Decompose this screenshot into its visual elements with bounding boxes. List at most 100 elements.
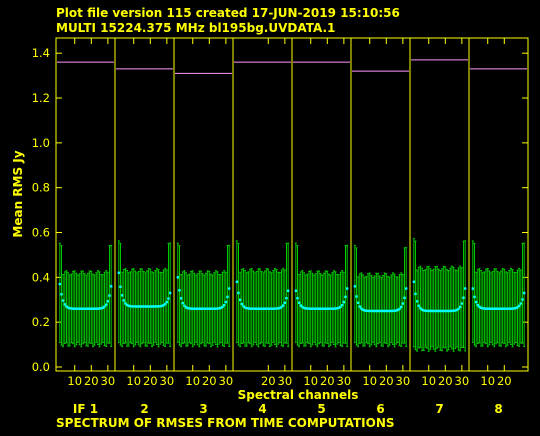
rms-point <box>95 307 98 310</box>
rms-point <box>198 307 201 310</box>
rms-point <box>504 307 508 310</box>
rms-point <box>294 289 298 292</box>
rms-point <box>165 300 169 304</box>
rms-point <box>365 309 368 312</box>
rms-point <box>506 307 509 310</box>
rms-point <box>341 303 344 307</box>
rms-point <box>391 309 395 313</box>
if-label: 2 <box>140 402 148 416</box>
x-tick-label: 10 <box>303 374 318 388</box>
rms-point <box>63 303 66 306</box>
rms-point <box>286 289 290 292</box>
rms-point <box>337 306 341 310</box>
rms-point <box>479 306 483 310</box>
rms-point <box>214 307 218 310</box>
rms-point <box>508 307 511 310</box>
rms-point <box>309 307 312 310</box>
rms-point <box>130 305 134 308</box>
rms-point <box>498 307 501 310</box>
rms-point <box>404 287 408 290</box>
y-tick-label: 0.4 <box>32 270 50 284</box>
x-tick-label: 20 <box>379 374 394 388</box>
if-label: 3 <box>199 402 207 416</box>
rms-point <box>265 307 268 310</box>
panel-frame <box>468 37 529 372</box>
rms-point <box>299 304 302 307</box>
rms-point <box>152 305 155 308</box>
rms-point <box>76 307 80 310</box>
rms-point <box>186 306 189 310</box>
rms-point <box>224 300 228 304</box>
rms-point <box>339 305 342 309</box>
rms-point <box>312 307 316 310</box>
rms-point <box>424 309 427 312</box>
x-tick-label: 30 <box>278 374 293 388</box>
rms-point <box>272 307 275 310</box>
if-panel-4: 20 30 4 <box>232 37 293 416</box>
rms-point <box>486 307 489 310</box>
rms-point <box>227 287 231 290</box>
rms-point <box>105 303 108 306</box>
rms-point <box>316 307 319 310</box>
if-label: IF 1 <box>73 402 98 416</box>
rms-point <box>388 309 391 313</box>
rms-point <box>366 309 370 313</box>
rms-point <box>327 307 331 310</box>
rms-point <box>484 307 488 310</box>
rms-point <box>518 304 521 308</box>
rms-point <box>419 307 422 310</box>
rms-point <box>139 305 142 308</box>
rms-point <box>376 309 380 313</box>
rms-point <box>255 307 258 310</box>
rms-point <box>101 306 105 309</box>
rms-point <box>119 285 122 288</box>
rms-point <box>70 307 73 310</box>
rms-point <box>390 309 393 313</box>
rms-point <box>283 301 287 304</box>
rms-point <box>157 305 160 308</box>
rms-point <box>425 309 429 313</box>
y-tick-label: 1.0 <box>32 136 50 150</box>
rms-point <box>199 307 203 310</box>
rms-point <box>81 307 85 310</box>
rms-point <box>345 287 349 290</box>
rms-point <box>311 307 314 310</box>
rms-point <box>378 309 381 313</box>
if-panel-5: 10 20 30 5 <box>291 37 352 416</box>
rms-point <box>181 301 184 305</box>
rms-point <box>375 309 378 313</box>
rms-point <box>454 309 457 312</box>
rms-point <box>176 276 180 279</box>
rms-point <box>168 291 172 295</box>
rms-point <box>398 307 401 311</box>
rms-point <box>206 307 209 310</box>
rms-point <box>494 307 498 310</box>
x-tick-label: 10 <box>421 374 436 388</box>
rms-point <box>85 307 88 310</box>
rms-point <box>204 307 208 310</box>
rms-point <box>127 304 130 308</box>
rms-point <box>429 309 432 313</box>
rms-point <box>65 305 68 308</box>
rms-point <box>100 307 103 310</box>
y-axis: 0.0 0.2 0.4 0.6 0.8 1.0 1.2 1.4 <box>32 46 528 374</box>
rms-point <box>509 307 513 310</box>
rms-point <box>427 309 430 313</box>
rms-point <box>322 307 326 310</box>
rms-point <box>91 307 95 310</box>
rms-point <box>122 299 125 302</box>
rms-point <box>356 301 360 305</box>
rms-point <box>164 302 167 306</box>
rms-point <box>393 309 396 312</box>
rms-point <box>460 302 464 305</box>
rms-point <box>521 298 524 301</box>
x-tick-label: 20 <box>261 374 276 388</box>
rms-point <box>415 300 419 303</box>
rms-point <box>358 305 361 308</box>
rms-point <box>449 309 452 313</box>
x-axis-label: Spectral channels <box>238 388 359 402</box>
rms-point <box>496 307 499 310</box>
rms-point <box>61 299 65 302</box>
rms-point <box>150 305 154 308</box>
rms-point <box>307 307 311 310</box>
